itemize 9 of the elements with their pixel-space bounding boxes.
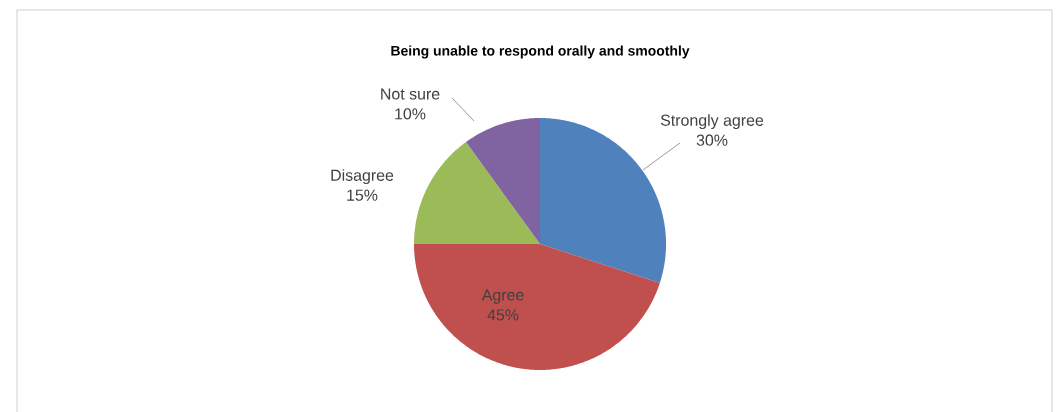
slice-label: Agree [481,289,524,304]
slice-label: Not sure [381,88,440,100]
slice-label: Strongly agree [660,114,764,129]
data-label: 30% [696,134,728,146]
chart-title: Being unable to respond orally and smoothly [391,45,690,59]
data-label: 15% [347,189,378,201]
data-label: 10% [395,108,426,120]
data-label: 45% [487,309,519,321]
slice-label: Disagree [331,169,394,184]
